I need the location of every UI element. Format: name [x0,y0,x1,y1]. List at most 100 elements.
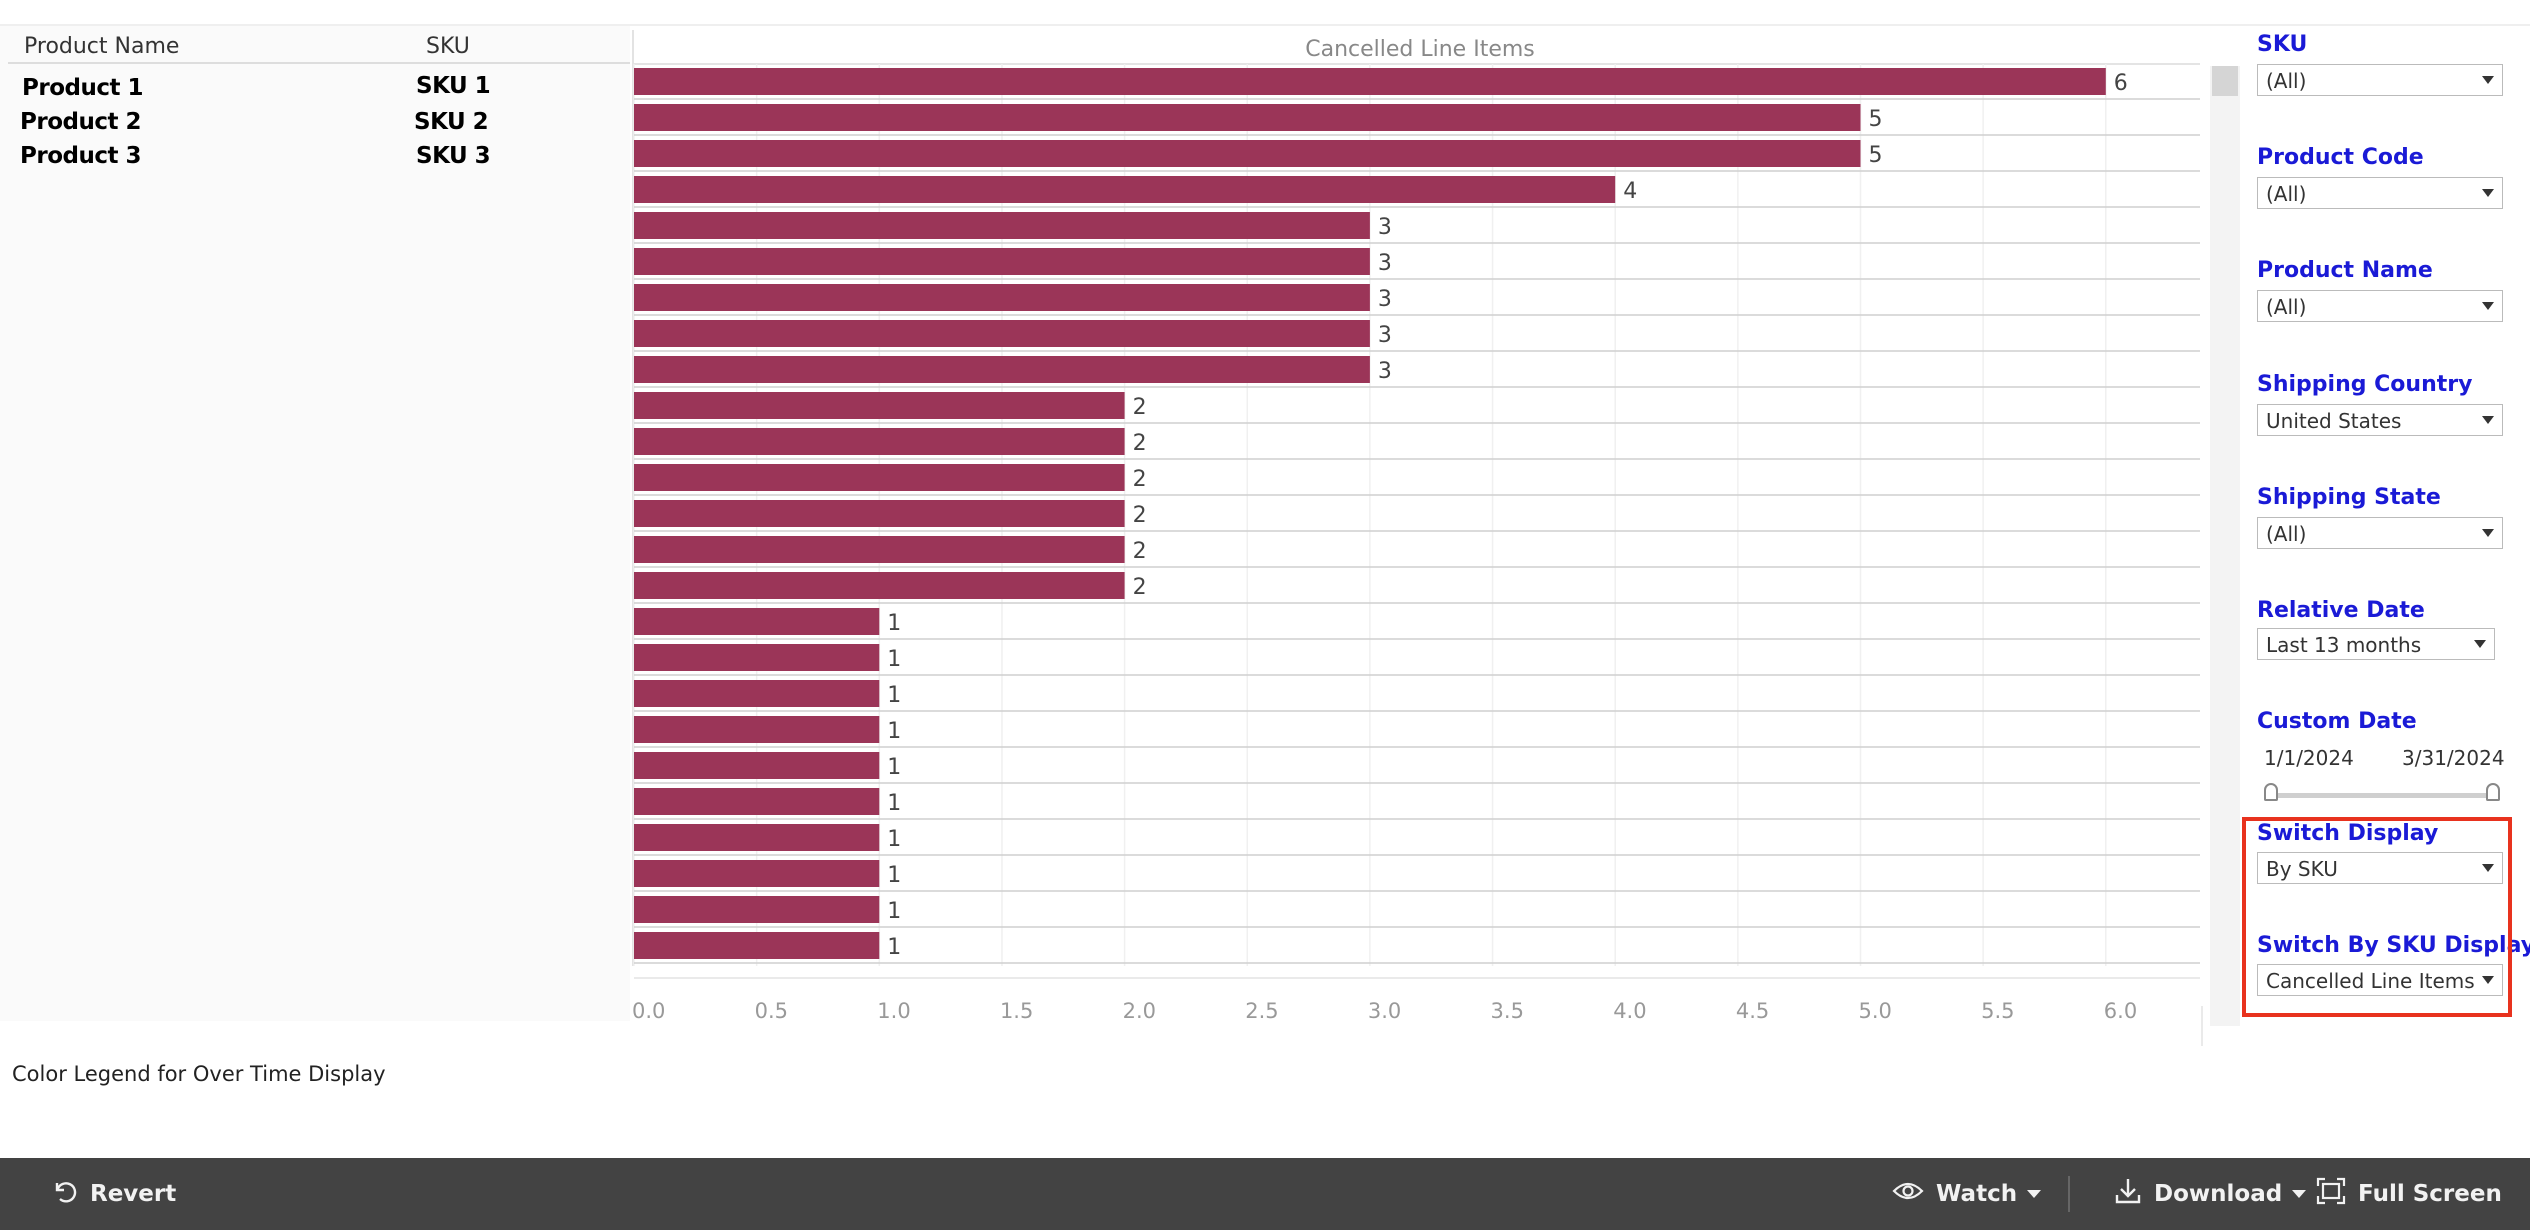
bar [634,608,880,635]
bar-chart-svg: Cancelled Line Items 6 5 5 4 3 3 3 3 3 2 2 2 2 2 2 1 1 1 1 1… [630,37,2205,1046]
filter-product-code-label: Product Code [2257,145,2424,170]
download-button[interactable]: Download [2114,1158,2307,1230]
data-label: 3 [1378,359,1392,384]
bar [634,572,1125,599]
data-label: 6 [2114,71,2128,96]
filter-switch-by-sku-value: Cancelled Line Items [2266,969,2475,993]
row-sku[interactable]: SKU 3 [416,143,491,169]
filter-product-name-value: (All) [2266,295,2307,319]
filter-product-name-dropdown[interactable]: (All) [2257,290,2503,322]
bar [634,212,1370,239]
x-tick-label: 0.0 [632,999,665,1023]
data-label: 5 [1869,107,1883,132]
undo-icon [50,1177,78,1211]
x-tick-label: 2.5 [1245,999,1278,1023]
x-tick-label: 4.5 [1736,999,1769,1023]
filter-shipping-country-value: United States [2266,409,2402,433]
data-label: 3 [1378,287,1392,312]
full-screen-icon [2316,1177,2346,1211]
row-product-name[interactable]: Product 3 [20,143,141,169]
bar [634,896,880,923]
eye-icon [1892,1179,1924,1209]
data-label: 2 [1133,539,1147,564]
data-label: 4 [1623,179,1637,204]
column-header-sku[interactable]: SKU [426,34,470,59]
chevron-down-icon [2482,864,2494,872]
x-tick-label: 6.0 [2104,999,2137,1023]
chart-scrollbar-thumb[interactable] [2212,66,2238,96]
data-label: 3 [1378,323,1392,348]
bar [634,752,880,779]
filter-product-name-label: Product Name [2257,258,2433,283]
bar [634,824,880,851]
bar [634,464,1125,491]
filter-shipping-state-dropdown[interactable]: (All) [2257,517,2503,549]
data-label: 1 [887,899,901,924]
bar [634,788,880,815]
filter-shipping-country-dropdown[interactable]: United States [2257,404,2503,436]
filter-switch-display-dropdown[interactable]: By SKU [2257,852,2503,884]
column-header-product-name[interactable]: Product Name [24,34,180,59]
x-tick-label: 1.5 [1000,999,1033,1023]
x-tick-label: 4.0 [1613,999,1646,1023]
filter-relative-date-value: Last 13 months [2266,633,2422,657]
chart-title: Cancelled Line Items [1305,37,1535,62]
filter-shipping-country-label: Shipping Country [2257,372,2473,397]
row-sku[interactable]: SKU 1 [416,73,491,99]
bar [634,932,880,959]
filter-product-code-dropdown[interactable]: (All) [2257,177,2503,209]
data-label: 1 [887,791,901,816]
row-sku[interactable]: SKU 2 [414,109,489,135]
filter-switch-by-sku-dropdown[interactable]: Cancelled Line Items [2257,964,2503,996]
x-tick-label: 5.5 [1981,999,2014,1023]
full-screen-label: Full Screen [2358,1181,2502,1207]
full-screen-button[interactable]: Full Screen [2316,1158,2502,1230]
custom-date-slider-end-handle[interactable] [2486,783,2500,801]
revert-button[interactable]: Revert [50,1158,176,1230]
custom-date-start[interactable]: 1/1/2024 [2264,746,2354,770]
x-tick-label: 2.0 [1123,999,1156,1023]
bar [634,356,1370,383]
row-product-name[interactable]: Product 1 [22,75,143,101]
download-label: Download [2154,1181,2283,1207]
chart-scrollbar[interactable] [2210,66,2240,1026]
bar [634,284,1370,311]
bar [634,644,880,671]
custom-date-end[interactable]: 3/31/2024 [2402,746,2505,770]
bar [634,392,1125,419]
filter-sku-value: (All) [2266,69,2307,93]
bar [634,536,1125,563]
data-label: 1 [887,611,901,636]
data-label: 2 [1133,395,1147,420]
revert-label: Revert [90,1181,177,1207]
data-label: 2 [1133,575,1147,600]
chevron-down-icon [2292,1190,2307,1198]
filter-sku-dropdown[interactable]: (All) [2257,64,2503,96]
watch-button[interactable]: Watch [1892,1158,2042,1230]
data-label: 3 [1378,251,1392,276]
filter-relative-date-dropdown[interactable]: Last 13 months [2257,628,2495,660]
bar [634,428,1125,455]
filter-switch-by-sku-label: Switch By SKU Display ... [2257,933,2530,958]
bar [634,104,1861,131]
top-divider [0,24,2530,26]
bar [634,140,1861,167]
chevron-down-icon [2027,1190,2042,1198]
data-label: 2 [1133,503,1147,528]
data-label: 1 [887,935,901,960]
row-header-pane [0,26,630,1021]
highlight-box [2242,817,2512,1017]
bar [634,680,880,707]
filter-switch-display-value: By SKU [2266,857,2338,881]
custom-date-slider-track[interactable] [2268,793,2494,798]
row-product-name[interactable]: Product 2 [20,109,141,135]
cancelled-line-items-chart: Cancelled Line Items 6 5 5 4 3 3 3 3 3 2 2 2 2 2 2 1 1 1 1 1… [630,26,2210,1046]
header-divider [8,62,630,64]
custom-date-slider-start-handle[interactable] [2264,783,2278,801]
bar [634,716,880,743]
chevron-down-icon [2482,416,2494,424]
chart-left-divider [632,30,634,1042]
data-label: 1 [887,683,901,708]
chevron-down-icon [2474,640,2486,648]
filter-shipping-state-label: Shipping State [2257,485,2441,510]
